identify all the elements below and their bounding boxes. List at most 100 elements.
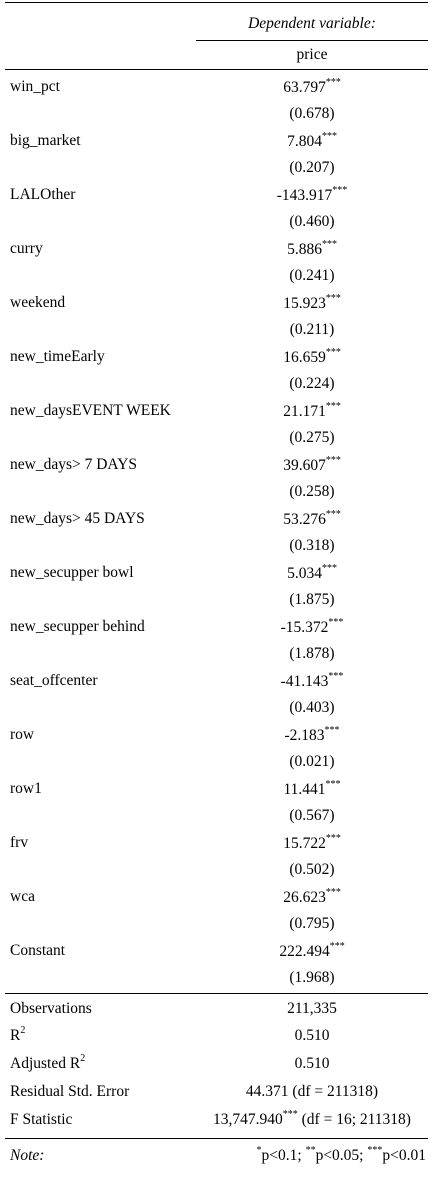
row-coefficient: -2.183*** <box>196 725 428 745</box>
note-label: Note: <box>10 1147 45 1164</box>
f-stat-df: (df = 16; 211318) <box>297 1111 411 1128</box>
row-standard-error: (0.207) <box>289 159 335 176</box>
f-stat-number: 13,747.940 <box>213 1111 283 1128</box>
row-coefficient: 5.886*** <box>196 239 428 259</box>
row-standard-error: (0.502) <box>289 861 335 878</box>
note-text: *p<0.1; **p<0.05; ***p<0.01 <box>256 1144 427 1165</box>
significance-stars: *** <box>329 940 345 952</box>
coefficient-value: 63.797 <box>283 79 326 96</box>
significance-stars: *** <box>328 616 344 628</box>
row-label: curry <box>10 240 43 257</box>
row-label: seat_offcenter <box>10 672 98 689</box>
row-label: Constant <box>10 942 66 959</box>
row-standard-error: (1.875) <box>289 591 335 608</box>
f-stat-value: 13,747.940*** (df = 16; 211318) <box>196 1108 428 1129</box>
coefficient-value: 26.623 <box>283 889 326 906</box>
coefficient-value: 5.034 <box>287 565 322 582</box>
observations-value: 211,335 <box>287 1000 337 1017</box>
row-label: new_secupper bowl <box>10 564 134 581</box>
note-star-2: ** <box>305 1144 316 1156</box>
coefficient-value: -143.917 <box>276 187 333 204</box>
row-coefficient: -41.143*** <box>196 670 428 691</box>
r2-label: R2 <box>10 1024 26 1045</box>
header-rule <box>5 69 428 70</box>
row-coefficient: -15.372*** <box>196 616 428 637</box>
row-coefficient: -143.917*** <box>196 184 428 205</box>
r2-label-sup: 2 <box>20 1024 26 1036</box>
row-label: big_market <box>10 132 81 149</box>
row-coefficient: 21.171*** <box>196 400 428 421</box>
significance-stars: *** <box>321 130 337 142</box>
coefficient-value: 53.276 <box>283 511 326 528</box>
row-standard-error: (1.968) <box>289 969 335 986</box>
rse-label: Residual Std. Error <box>10 1083 130 1100</box>
row-standard-error: (0.211) <box>289 321 335 338</box>
significance-stars: *** <box>325 508 341 520</box>
row-label: LALOther <box>10 186 76 203</box>
row-standard-error: (0.258) <box>289 483 335 500</box>
significance-stars: *** <box>325 400 341 412</box>
coefficient-value: 5.886 <box>287 241 322 258</box>
row-standard-error: (0.795) <box>289 915 335 932</box>
significance-stars: *** <box>328 670 344 682</box>
row-standard-error: (0.224) <box>289 375 335 392</box>
adj-r2-label-sup: 2 <box>80 1052 86 1064</box>
row-standard-error: (1.878) <box>289 645 335 662</box>
significance-stars: *** <box>321 562 337 574</box>
significance-stars: *** <box>332 184 348 196</box>
coefficient-value: 21.171 <box>283 403 326 420</box>
f-stat-label: F Statistic <box>10 1111 73 1128</box>
coefficient-value: 222.494 <box>279 943 330 960</box>
rse-value: 44.371 (df = 211318) <box>245 1083 379 1100</box>
significance-stars: *** <box>325 886 341 898</box>
row-coefficient: 26.623*** <box>196 886 428 907</box>
r2-label-text: R <box>10 1027 21 1044</box>
row-label: new_days> 7 DAYS <box>10 456 138 473</box>
significance-stars: *** <box>325 292 341 304</box>
significance-stars: *** <box>325 778 341 790</box>
row-label: weekend <box>10 294 66 311</box>
dependent-variable-caption: Dependent variable: <box>248 15 376 32</box>
coefficient-value: 11.441 <box>283 781 326 798</box>
row-label: wca <box>10 888 35 905</box>
row-label: row <box>10 726 35 743</box>
row-label: win_pct <box>10 78 60 95</box>
row-standard-error: (0.318) <box>289 537 335 554</box>
significance-stars: *** <box>325 346 341 358</box>
row-standard-error: (0.241) <box>289 267 335 284</box>
adj-r2-label-text: Adjusted R <box>10 1055 81 1072</box>
row-coefficient: 11.441*** <box>196 778 428 799</box>
coefficient-value: 39.607 <box>283 457 326 474</box>
adj-r2-value: 0.510 <box>294 1055 330 1072</box>
note-star-1: * <box>256 1144 262 1156</box>
row-coefficient: 7.804*** <box>196 130 428 151</box>
row-coefficient: 222.494*** <box>196 940 428 961</box>
adj-r2-label: Adjusted R2 <box>10 1052 86 1073</box>
top-rule <box>5 2 428 3</box>
row-label: row1 <box>10 780 42 797</box>
row-coefficient: 16.659*** <box>196 346 428 367</box>
row-coefficient: 63.797*** <box>196 77 428 97</box>
note-text-3: p<0.01 <box>382 1147 426 1164</box>
note-rule <box>5 1138 428 1139</box>
f-stat-stars: *** <box>282 1108 298 1120</box>
significance-stars: *** <box>325 832 341 844</box>
observations-label: Observations <box>10 1000 92 1017</box>
row-label: new_daysEVENT WEEK <box>10 402 171 419</box>
row-coefficient: 39.607*** <box>196 455 428 475</box>
note-text-2: p<0.05; <box>315 1147 368 1164</box>
row-coefficient: 5.034*** <box>196 562 428 583</box>
coefficient-value: -2.183 <box>284 727 325 744</box>
coefficient-value: -15.372 <box>280 619 329 636</box>
row-standard-error: (0.275) <box>289 429 335 446</box>
row-label: new_secupper behind <box>10 618 145 635</box>
row-standard-error: (0.403) <box>289 699 335 716</box>
coefficient-value: -41.143 <box>280 673 329 690</box>
coefficient-value: 15.923 <box>283 295 326 312</box>
coefficient-value: 7.804 <box>287 133 322 150</box>
row-label: new_timeEarly <box>10 348 105 365</box>
row-standard-error: (0.460) <box>289 213 335 230</box>
coefficient-value: 15.722 <box>283 835 326 852</box>
row-coefficient: 15.722*** <box>196 832 428 853</box>
